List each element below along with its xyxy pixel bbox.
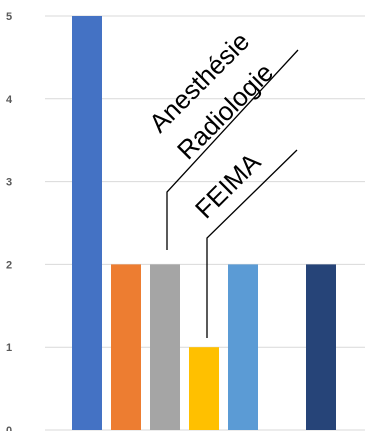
y-tick-label: 0 (6, 425, 12, 431)
annotation-leader-feima (206, 149, 298, 338)
y-tick-label: 1 (6, 342, 12, 354)
bars (72, 16, 336, 430)
annotation-feima: FEIMA (189, 146, 267, 224)
y-tick-label: 3 (6, 177, 12, 189)
bar (306, 264, 336, 430)
y-axis-ticks: 0 1 2 3 4 5 (6, 11, 13, 431)
y-tick-label: 5 (6, 11, 12, 23)
y-tick-label: 2 (6, 259, 12, 271)
y-tick-label: 4 (6, 94, 13, 106)
bar (72, 16, 102, 430)
annotation-leader-radiologie (166, 49, 299, 250)
bar (228, 264, 258, 430)
bar (150, 264, 180, 430)
bar (111, 264, 141, 430)
bar (189, 347, 219, 430)
